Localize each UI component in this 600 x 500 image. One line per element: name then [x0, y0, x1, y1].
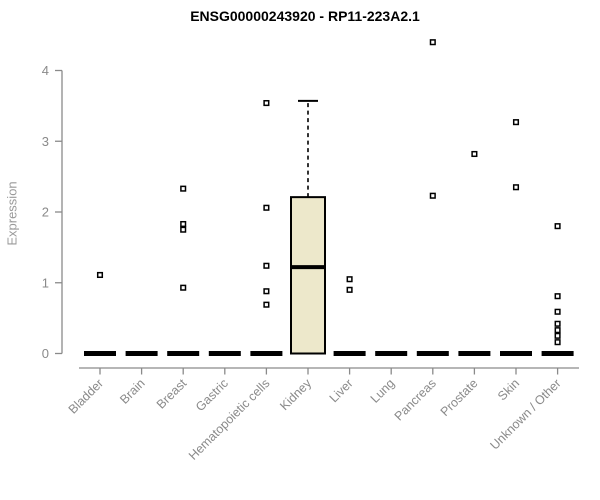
outlier-point — [263, 99, 270, 107]
outlier-point — [429, 192, 436, 199]
collapsed-box — [84, 351, 116, 356]
x-tick-label: Lung — [368, 376, 398, 406]
outlier-point — [554, 223, 561, 230]
outlier-point — [512, 119, 520, 126]
outlier-point — [180, 226, 187, 233]
x-tick-label: Breast — [154, 376, 190, 412]
outlier-point — [180, 185, 187, 192]
box-kidney — [290, 196, 326, 355]
collapsed-box — [416, 351, 449, 356]
y-tick-label: 2 — [42, 205, 49, 220]
collapsed-box — [250, 351, 283, 356]
collapsed-box — [125, 351, 158, 356]
x-tick-label: Brain — [117, 376, 148, 407]
outlier-point — [429, 39, 436, 46]
outlier-point — [180, 220, 187, 228]
x-tick-label: Pancreas — [392, 376, 439, 423]
collapsed-box — [333, 351, 366, 356]
outlier-point — [554, 320, 561, 327]
outlier-point — [512, 184, 520, 191]
outlier-point — [263, 204, 270, 211]
x-tick-label: Hematopoietic cells — [186, 376, 273, 463]
outlier-point — [554, 327, 561, 334]
outlier-point — [263, 262, 270, 269]
collapsed-box — [500, 351, 532, 356]
y-tick-label: 3 — [42, 134, 49, 149]
y-tick-label: 0 — [42, 346, 49, 361]
y-tick-label: 1 — [42, 275, 49, 290]
outlier-point — [346, 286, 353, 293]
outlier-point — [554, 308, 561, 315]
outlier-point — [346, 276, 353, 283]
collapsed-box — [541, 351, 574, 356]
x-tick-label: Liver — [327, 376, 356, 405]
outlier-point — [263, 288, 270, 295]
y-tick-label: 4 — [42, 63, 49, 78]
outlier-point — [471, 150, 478, 158]
collapsed-box — [375, 351, 408, 356]
x-tick-label: Skin — [495, 376, 522, 403]
x-tick-label: Kidney — [277, 376, 314, 413]
outlier-point — [554, 293, 561, 300]
outlier-point — [554, 339, 561, 346]
outlier-point — [96, 271, 104, 279]
x-tick-label: Gastric — [193, 376, 231, 414]
x-tick-label: Prostate — [438, 376, 481, 419]
collapsed-box — [167, 351, 200, 356]
x-tick-label: Unknown / Other — [487, 376, 563, 452]
collapsed-box — [208, 351, 241, 356]
collapsed-box — [458, 351, 491, 356]
outlier-point — [554, 332, 561, 339]
outlier-point — [263, 301, 270, 308]
chart-title: ENSG00000243920 - RP11-223A2.1 — [190, 8, 420, 24]
x-tick-label: Bladder — [66, 376, 106, 416]
outlier-point — [180, 284, 187, 291]
